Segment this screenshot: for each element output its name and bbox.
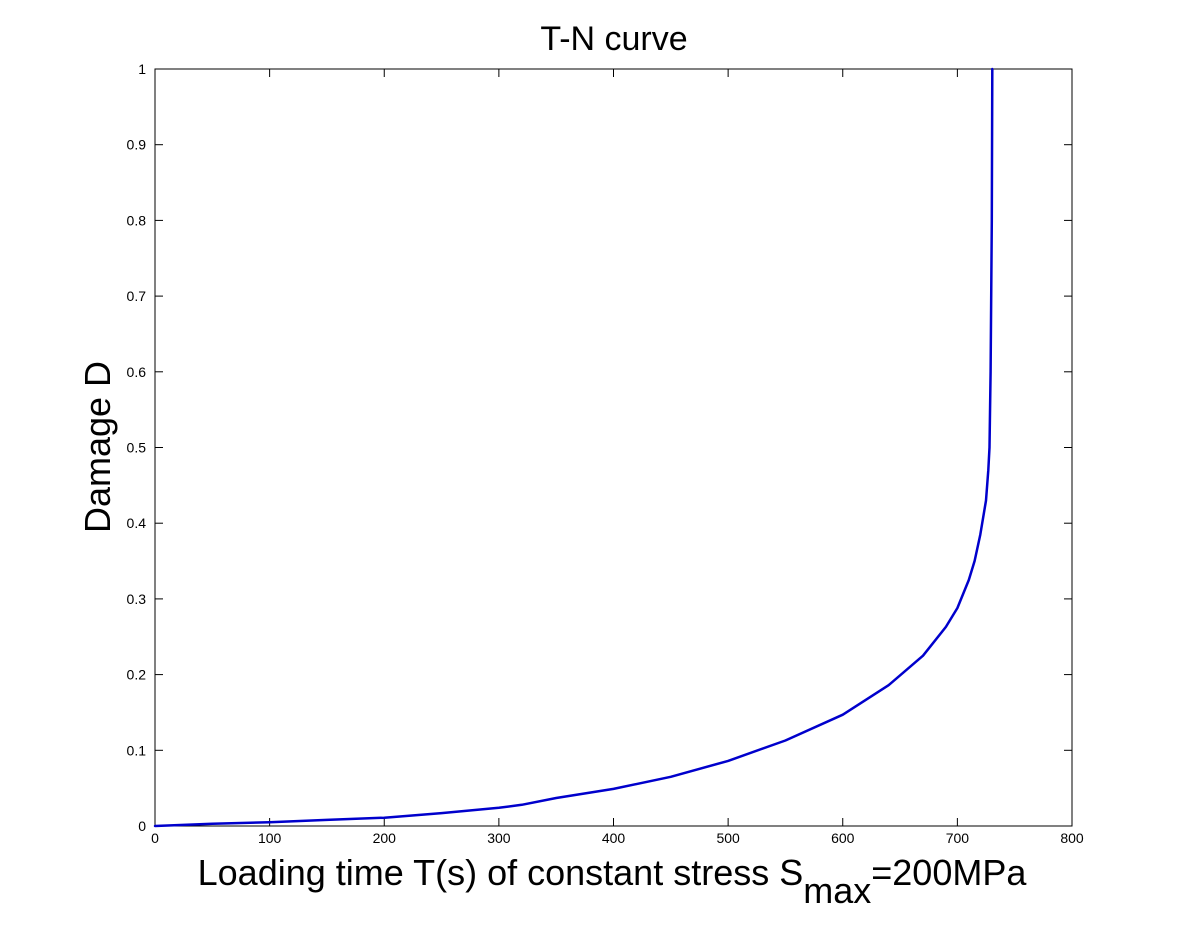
y-tick-label: 0.1 — [127, 742, 147, 758]
y-tick-label: 0.7 — [127, 288, 147, 304]
y-tick-label: 0.5 — [127, 440, 147, 456]
damage-curve-line — [153, 67, 994, 828]
x-axis-label: Loading time T(s) of constant stress Sma… — [198, 852, 1028, 911]
y-tick-label: 0 — [138, 818, 146, 834]
y-tick-label: 1 — [138, 61, 146, 77]
x-tick-label: 0 — [151, 830, 159, 846]
y-tick-label: 0.4 — [127, 515, 147, 531]
plot-area: 0 100 200 300 400 500 600 700 800 0 0.1 0.2 0.3 0.4 0.… — [127, 61, 1084, 846]
x-tick-label: 200 — [373, 830, 397, 846]
x-axis-label-subscript: max — [803, 870, 871, 911]
x-tick-label: 500 — [716, 830, 740, 846]
x-tick-label: 100 — [258, 830, 282, 846]
y-tick-label: 0.3 — [127, 591, 147, 607]
y-tick-label: 0.2 — [127, 667, 147, 683]
x-axis-label-main: Loading time T(s) of constant stress S — [198, 852, 804, 893]
ticks-layer: 0 100 200 300 400 500 600 700 800 0 0.1 0.2 0.3 0.4 0.… — [127, 61, 1084, 846]
x-tick-label: 700 — [946, 830, 970, 846]
y-tick-label: 0.6 — [127, 364, 147, 380]
plot-frame — [154, 68, 1073, 827]
series-layer — [153, 67, 994, 828]
x-tick-label: 600 — [831, 830, 855, 846]
y-axis-label: Damage D — [77, 361, 118, 533]
chart-title: T-N curve — [540, 20, 687, 58]
x-tick-label: 400 — [602, 830, 626, 846]
x-tick-label: 300 — [487, 830, 511, 846]
y-tick-label: 0.9 — [127, 137, 147, 153]
x-tick-label: 800 — [1060, 830, 1084, 846]
x-axis-label-suffix: =200MPa — [871, 852, 1027, 893]
y-tick-label: 0.8 — [127, 212, 147, 228]
